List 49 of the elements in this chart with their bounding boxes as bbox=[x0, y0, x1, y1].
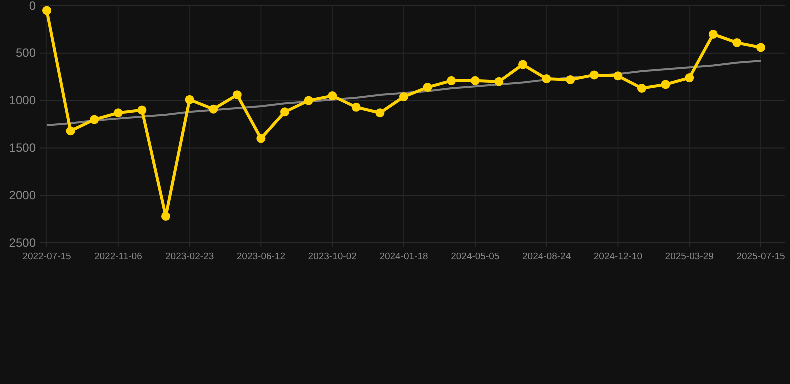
point bbox=[542, 74, 552, 84]
x-tick-label: 2022-07-15 bbox=[22, 252, 72, 263]
point bbox=[494, 77, 504, 86]
point bbox=[42, 6, 52, 16]
point bbox=[328, 92, 338, 101]
x-tick-label: 2022-11-06 bbox=[94, 252, 142, 263]
y-tick-label: 2500 bbox=[9, 236, 36, 250]
point bbox=[138, 106, 147, 115]
point bbox=[66, 126, 76, 136]
point bbox=[661, 80, 670, 90]
point bbox=[376, 108, 385, 118]
point bbox=[256, 134, 266, 144]
point bbox=[638, 84, 646, 93]
x-tick-label: 2023-10-02 bbox=[308, 252, 357, 263]
point bbox=[185, 95, 194, 104]
point bbox=[90, 115, 100, 124]
y-tick-label: 1500 bbox=[9, 141, 36, 156]
point bbox=[566, 75, 576, 84]
point bbox=[732, 38, 742, 48]
point bbox=[280, 108, 290, 117]
y-tick-label: 1000 bbox=[9, 94, 36, 108]
x-tick-label: 2025-03-29 bbox=[665, 252, 714, 263]
x-tick-label: 2023-06-12 bbox=[236, 252, 286, 263]
point bbox=[685, 74, 694, 83]
point bbox=[352, 102, 361, 112]
x-tick-label: 2024-01-18 bbox=[380, 252, 428, 263]
y-tick-label: 0 bbox=[29, 0, 36, 13]
x-tick-label: 2024-05-05 bbox=[451, 252, 500, 263]
point bbox=[447, 76, 456, 86]
x-tick-label: 2025-07-15 bbox=[736, 252, 786, 263]
point bbox=[470, 76, 480, 86]
point bbox=[423, 83, 432, 92]
y-tick-label: 500 bbox=[16, 46, 36, 60]
point bbox=[400, 92, 408, 102]
point bbox=[614, 72, 623, 81]
point bbox=[756, 43, 766, 52]
x-tick-label: 2024-12-10 bbox=[594, 252, 643, 263]
point bbox=[518, 60, 528, 70]
point bbox=[304, 96, 314, 106]
x-tick-label: 2024-08-24 bbox=[522, 252, 572, 263]
point bbox=[708, 30, 718, 39]
point bbox=[590, 70, 599, 80]
line-series bbox=[46, 60, 762, 126]
point bbox=[114, 108, 123, 118]
x-tick-label: 2023-02-23 bbox=[165, 252, 214, 263]
y-tick-label: 2000 bbox=[9, 188, 36, 202]
point bbox=[209, 104, 218, 114]
point bbox=[232, 90, 242, 100]
point bbox=[162, 212, 170, 221]
